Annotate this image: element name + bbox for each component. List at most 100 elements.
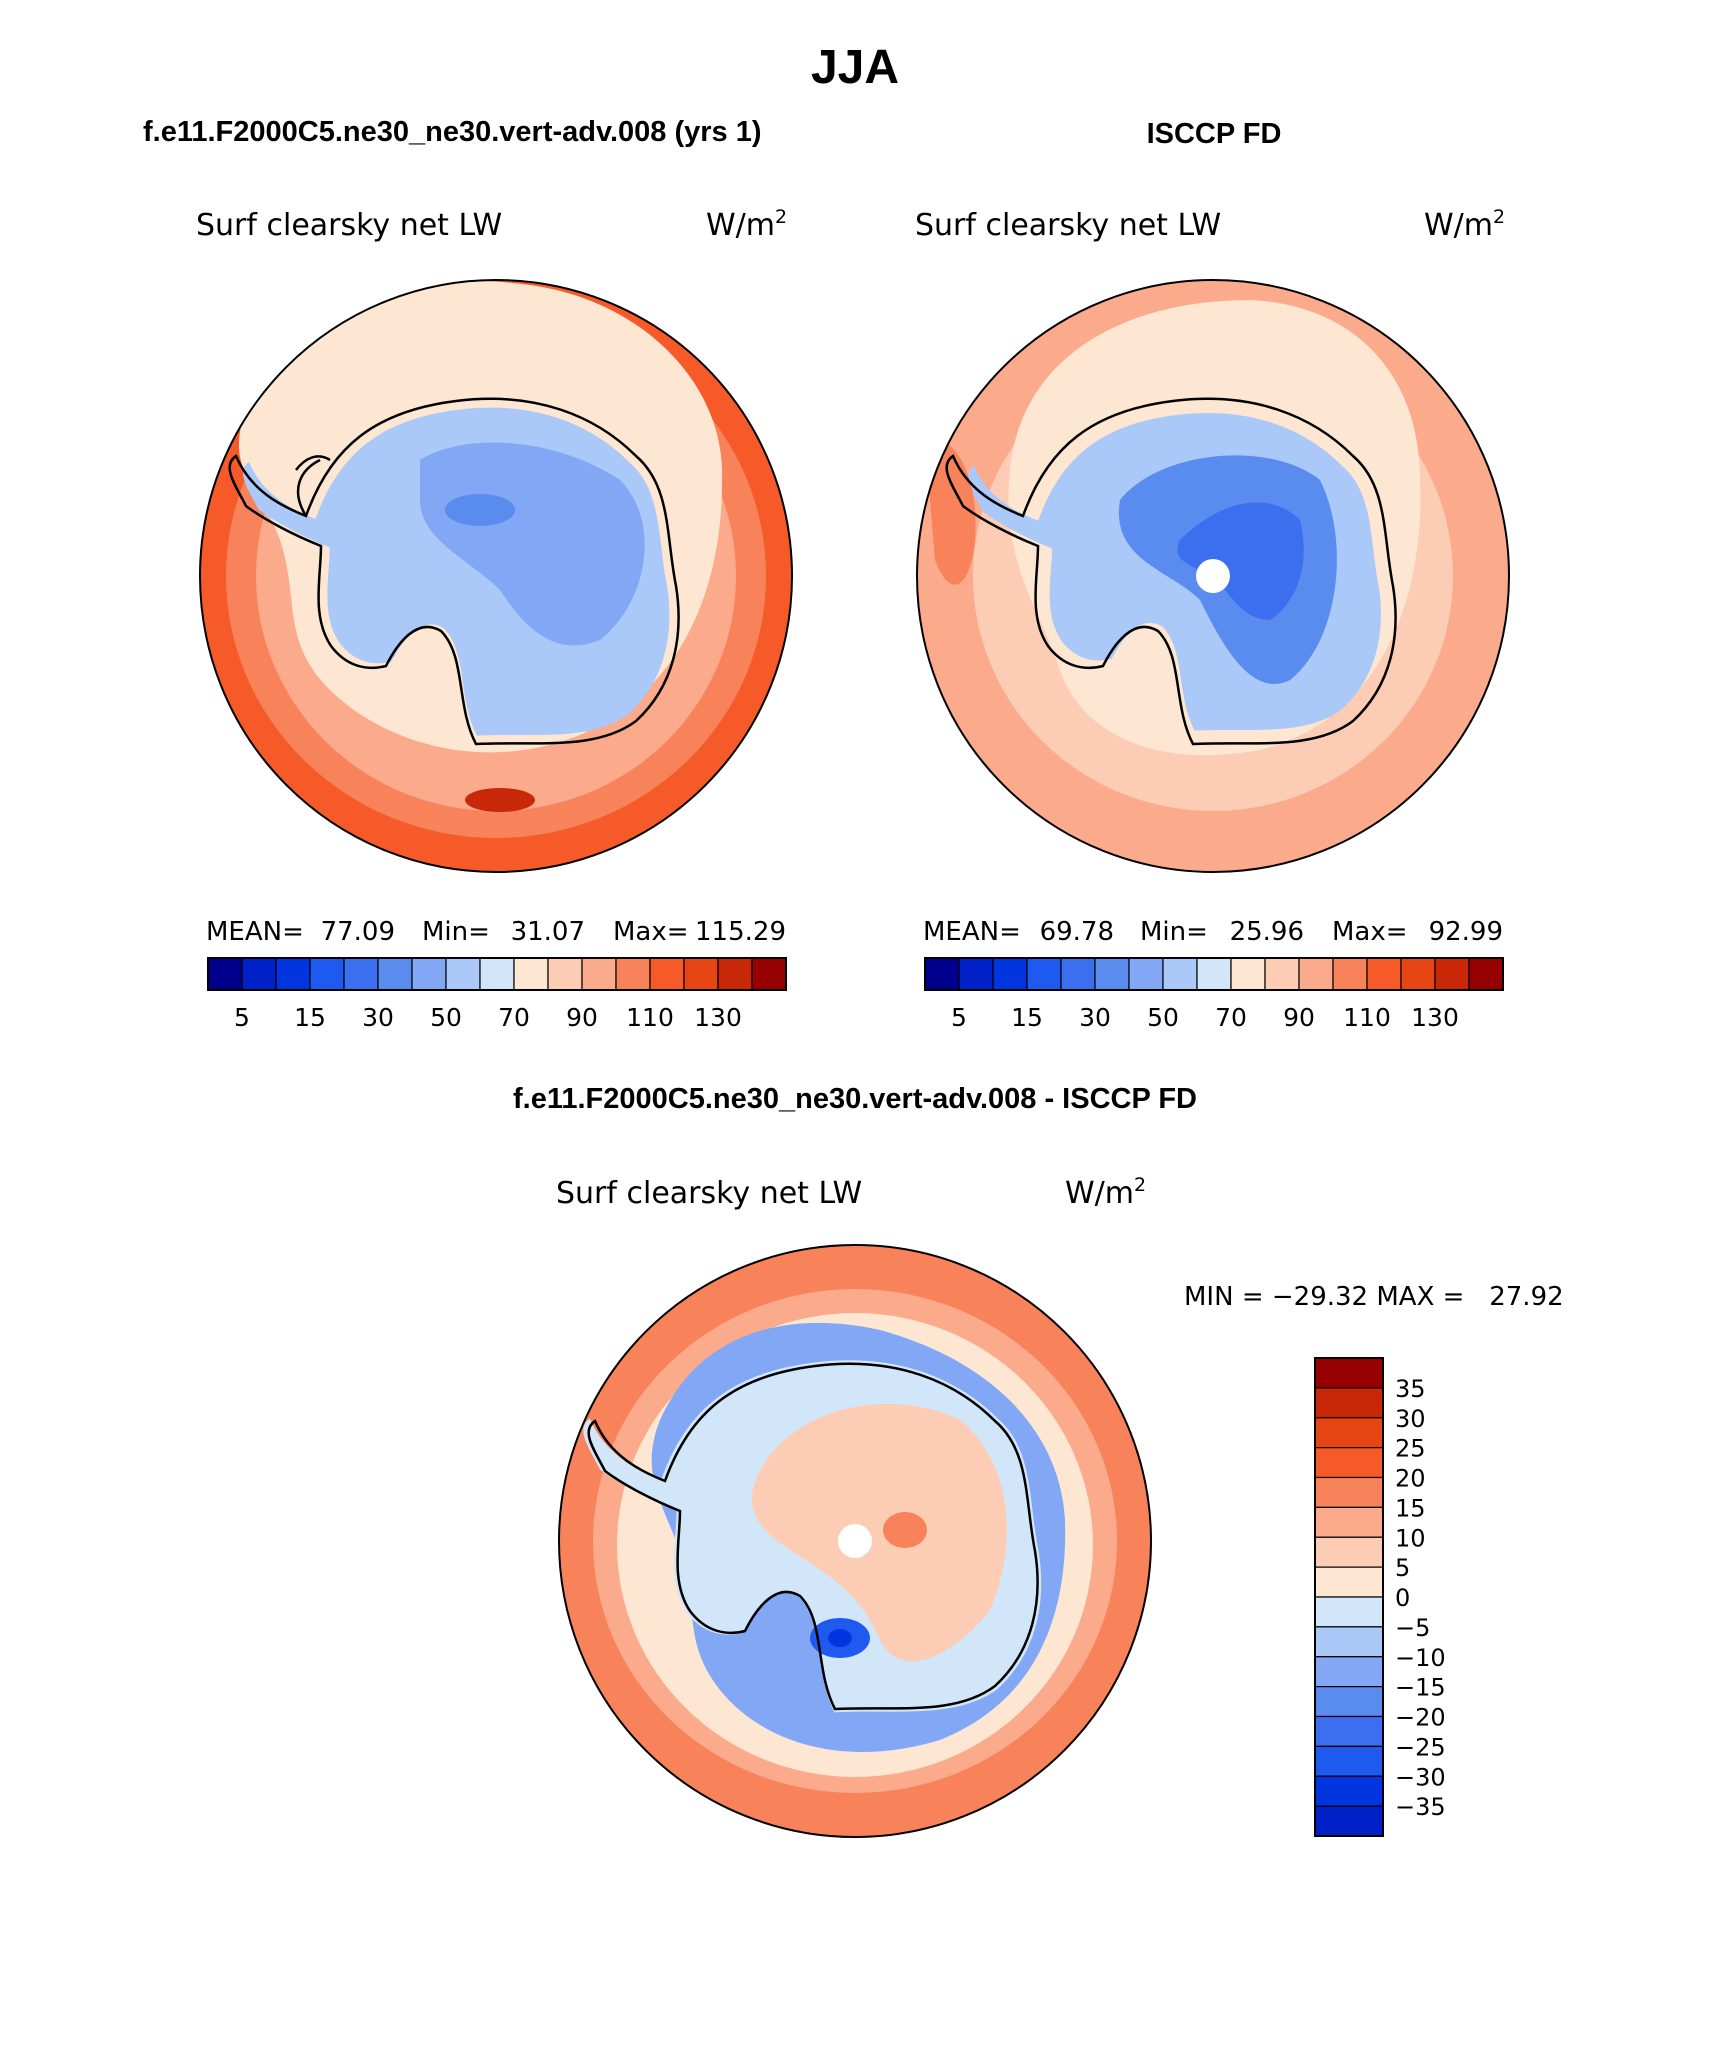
- model-stats-min: 31.07: [511, 917, 585, 947]
- colorbar-swatch: [377, 957, 413, 991]
- colorbar-tick-label: −30: [1395, 1763, 1446, 1791]
- panel-obs-map: [917, 280, 1509, 872]
- colorbar-swatch: [751, 957, 787, 991]
- colorbar-tick-label: 130: [694, 1003, 742, 1032]
- obs-colorbar: 5 15 30 50 70 90 110 130: [924, 957, 1504, 1032]
- colorbar-swatch: [1434, 957, 1470, 991]
- colorbar-tick-label: 15: [1011, 1003, 1043, 1032]
- colorbar-frame: [924, 957, 1504, 991]
- colorbar-tick-label: 90: [1283, 1003, 1315, 1032]
- colorbar-swatch: [1314, 1476, 1384, 1508]
- colorbar-swatch: [1314, 1447, 1384, 1479]
- colorbar-tick-label: 0: [1395, 1584, 1410, 1612]
- colorbar-swatch: [207, 957, 243, 991]
- model-stats-mean: 77.09: [321, 917, 395, 947]
- obs-stats-mean-label: MEAN=: [923, 917, 1021, 947]
- colorbar-swatch: [241, 957, 277, 991]
- obs-stats-min: 25.96: [1230, 917, 1304, 947]
- colorbar-swatch: [615, 957, 651, 991]
- model-deep-blue-patch: [445, 494, 515, 526]
- panel-diff-map: [559, 1245, 1151, 1837]
- colorbar-swatch: [1264, 957, 1300, 991]
- colorbar-swatch: [1060, 957, 1096, 991]
- obs-pole-hole: [1196, 559, 1230, 593]
- model-map-border: [199, 279, 793, 873]
- colorbar-tick-label: 70: [498, 1003, 530, 1032]
- colorbar-swatch: [275, 957, 311, 991]
- obs-stats-max-label: Max=: [1332, 917, 1408, 947]
- colorbar-swatch: [1400, 957, 1436, 991]
- model-colorbar: 5 15 30 50 70 90 110 130: [207, 957, 787, 1032]
- colorbar-swatch: [924, 957, 960, 991]
- model-stats-max: 115.29: [695, 917, 786, 947]
- colorbar-frame: [1314, 1357, 1384, 1837]
- colorbar-swatch: [1314, 1566, 1384, 1598]
- colorbar-swatch: [513, 957, 549, 991]
- diff-map-border: [558, 1244, 1152, 1838]
- diff-pole-hole: [838, 1524, 872, 1558]
- colorbar-swatch: [581, 957, 617, 991]
- colorbar-swatch: [1298, 957, 1334, 991]
- colorbar-swatch: [411, 957, 447, 991]
- colorbar-swatch: [1094, 957, 1130, 991]
- colorbar-swatch: [683, 957, 719, 991]
- obs-ring-dome: [1177, 502, 1304, 620]
- colorbar-tick-label: −35: [1395, 1793, 1446, 1821]
- colorbar-swatch: [1314, 1536, 1384, 1568]
- panel-model-units: W/m2: [706, 206, 787, 243]
- figure-title: JJA: [811, 41, 899, 94]
- model-stats-min-label: Min=: [422, 917, 490, 947]
- panel-model-variable: Surf clearsky net LW: [196, 208, 502, 243]
- panel-obs-units: W/m2: [1424, 206, 1505, 243]
- colorbar-swatch: [1314, 1626, 1384, 1658]
- obs-stats-min-label: Min=: [1140, 917, 1208, 947]
- model-dark-red-patch: [465, 788, 535, 812]
- colorbar-swatch: [1314, 1775, 1384, 1807]
- panel-model: f.e11.F2000C5.ne30_ne30.vert-adv.008 (yr…: [143, 116, 793, 1032]
- colorbar-swatch: [1314, 1715, 1384, 1747]
- colorbar-swatch: [1314, 1805, 1384, 1837]
- colorbar-tick-label: 5: [951, 1003, 967, 1032]
- diff-red-patch: [883, 1512, 927, 1548]
- colorbar-swatch: [1314, 1387, 1384, 1419]
- colorbar-swatch: [1468, 957, 1504, 991]
- colorbar-tick-label: 15: [1395, 1494, 1426, 1522]
- colorbar-frame: [207, 957, 787, 991]
- colorbar-tick-label: −25: [1395, 1733, 1446, 1761]
- colorbar-swatch: [1128, 957, 1164, 991]
- panel-model-case-title: f.e11.F2000C5.ne30_ne30.vert-adv.008 (yr…: [143, 116, 762, 148]
- colorbar-tick-label: 15: [294, 1003, 326, 1032]
- colorbar-tick-label: −5: [1395, 1614, 1430, 1642]
- colorbar-tick-label: 130: [1411, 1003, 1459, 1032]
- colorbar-swatch: [309, 957, 345, 991]
- panel-diff: f.e11.F2000C5.ne30_ne30.vert-adv.008 - I…: [513, 1083, 1564, 1838]
- model-ring-interior: [420, 442, 645, 646]
- colorbar-swatch: [1314, 1357, 1384, 1389]
- colorbar-swatch: [1314, 1506, 1384, 1538]
- panel-model-map: [200, 280, 792, 872]
- colorbar-tick-label: 50: [430, 1003, 462, 1032]
- diff-ring-interior: [751, 1404, 1007, 1662]
- colorbar-swatch: [547, 957, 583, 991]
- colorbar-tick-label: 10: [1395, 1524, 1426, 1552]
- colorbar-tick-label: 50: [1147, 1003, 1179, 1032]
- panel-diff-variable: Surf clearsky net LW: [556, 1176, 862, 1211]
- panel-diff-units: W/m2: [1065, 1174, 1146, 1211]
- colorbar-swatch: [479, 957, 515, 991]
- colorbar-tick-label: 25: [1395, 1435, 1426, 1463]
- diff-stats: MIN = −29.32 MAX = 27.92: [1184, 1282, 1564, 1312]
- colorbar-tick-label: −10: [1395, 1644, 1446, 1672]
- colorbar-swatch: [343, 957, 379, 991]
- colorbar-swatch: [1314, 1417, 1384, 1449]
- colorbar-swatch: [1314, 1745, 1384, 1777]
- colorbar-tick-label: 5: [1395, 1554, 1410, 1582]
- colorbar-swatch: [1314, 1596, 1384, 1628]
- diff-darkest-blue-patch: [828, 1629, 852, 1647]
- colorbar-swatch: [1314, 1656, 1384, 1688]
- obs-stats-max: 92.99: [1429, 917, 1503, 947]
- obs-map-border: [916, 279, 1510, 873]
- panel-obs-variable: Surf clearsky net LW: [915, 208, 1221, 243]
- colorbar-tick-label: 70: [1215, 1003, 1247, 1032]
- colorbar-tick-label: 110: [626, 1003, 674, 1032]
